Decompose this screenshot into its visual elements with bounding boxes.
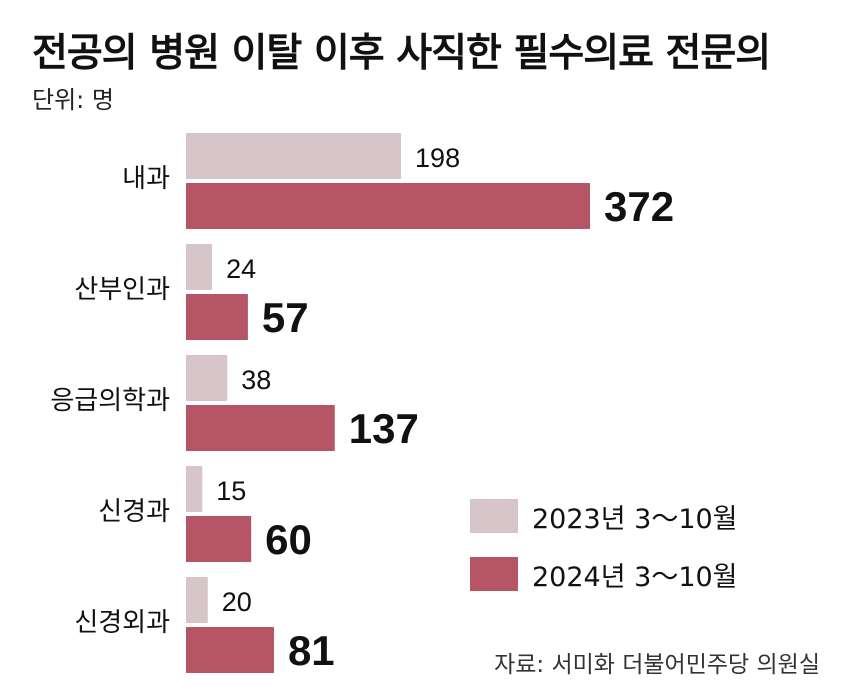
category-label: 내과 xyxy=(122,164,170,194)
value-label-2023: 38 xyxy=(241,365,271,395)
bar-2023 xyxy=(186,133,402,179)
bar-2024 xyxy=(186,294,248,340)
value-label-2023: 198 xyxy=(415,143,460,173)
bar-2024 xyxy=(186,516,252,562)
chart-title: 전공의 병원 이탈 이후 사직한 필수의료 전문의 xyxy=(32,31,771,76)
bar-2023 xyxy=(186,466,203,512)
category-label: 신경외과 xyxy=(74,608,170,638)
value-label-2024: 137 xyxy=(349,405,419,452)
value-label-2024: 81 xyxy=(288,627,335,674)
bar-2024 xyxy=(186,405,335,451)
legend: 2023년 3～10월 2024년 3～10월 xyxy=(470,495,738,611)
bar-2023 xyxy=(186,355,228,401)
category-label: 산부인과 xyxy=(74,275,170,305)
category-label: 응급의학과 xyxy=(50,386,170,416)
value-label-2024: 60 xyxy=(265,516,312,563)
legend-label-2023: 2023년 3～10월 xyxy=(532,503,738,535)
value-label-2023: 24 xyxy=(226,254,256,284)
legend-swatch-2024 xyxy=(470,557,518,591)
value-label-2024: 57 xyxy=(262,294,309,341)
bar-2024 xyxy=(186,183,590,229)
legend-item-2024: 2024년 3～10월 xyxy=(470,553,738,595)
value-label-2023: 20 xyxy=(222,587,252,617)
bar-2023 xyxy=(186,577,208,623)
legend-label-2024: 2024년 3～10월 xyxy=(532,561,738,593)
value-label-2024: 372 xyxy=(604,183,674,230)
bar-2024 xyxy=(186,627,274,673)
legend-item-2023: 2023년 3～10월 xyxy=(470,495,738,537)
unit-label: 단위: 명 xyxy=(32,86,114,114)
legend-swatch-2023 xyxy=(470,499,518,533)
source-note: 자료: 서미화 더불어민주당 의원실 xyxy=(494,652,820,678)
bar-2023 xyxy=(186,244,213,290)
value-label-2023: 15 xyxy=(216,476,246,506)
category-label: 신경과 xyxy=(98,497,170,527)
